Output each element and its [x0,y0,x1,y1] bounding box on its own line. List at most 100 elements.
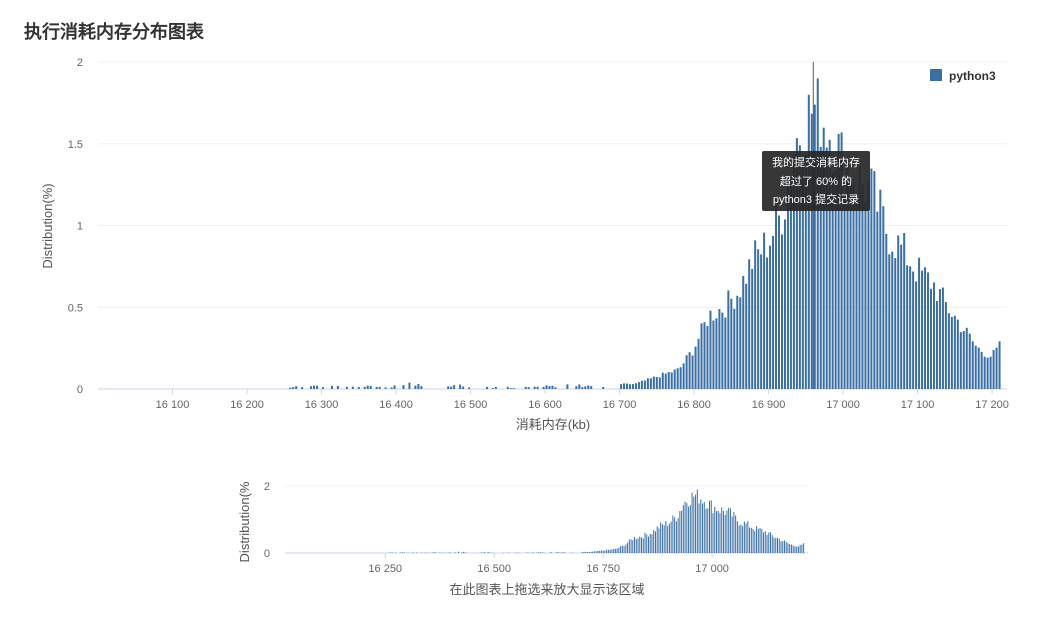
bar[interactable] [772,235,775,389]
navigator-bar[interactable] [457,551,459,553]
bar[interactable] [512,388,515,389]
bar[interactable] [840,132,843,389]
bar[interactable] [873,171,876,389]
navigator-bar[interactable] [679,510,681,553]
navigator-bar[interactable] [763,532,765,553]
bar[interactable] [956,319,959,389]
bar[interactable] [602,386,605,389]
navigator-bar[interactable] [613,549,615,553]
navigator-bar[interactable] [789,544,791,553]
navigator-bar[interactable] [641,537,643,553]
navigator-bar[interactable] [433,552,435,553]
bar[interactable] [971,341,974,389]
navigator-bar[interactable] [771,535,773,553]
navigator-bar[interactable] [717,510,719,553]
navigator-bar[interactable] [764,531,766,553]
bar[interactable] [888,254,891,389]
bar[interactable] [870,168,873,389]
navigator-bar[interactable] [489,552,491,553]
bar[interactable] [861,184,864,389]
bar[interactable] [763,232,766,389]
bar[interactable] [989,356,992,389]
bar[interactable] [921,270,924,389]
navigator-bar[interactable] [625,544,627,553]
bar[interactable] [587,385,590,389]
navigator-bar[interactable] [702,503,704,553]
navigator-bar[interactable] [660,522,662,553]
navigator-bar[interactable] [756,526,758,553]
navigator-bar[interactable] [585,551,587,553]
navigator-bar[interactable] [749,527,751,553]
navigator-bar[interactable] [416,552,418,553]
navigator-bar[interactable] [733,512,735,553]
legend[interactable]: python3 [930,69,996,83]
bar[interactable] [810,113,813,390]
bar[interactable] [554,387,557,389]
bar[interactable] [548,386,551,389]
bar[interactable] [792,155,795,389]
bar[interactable] [670,372,673,389]
bar[interactable] [846,163,849,389]
navigator-bar[interactable] [435,552,437,553]
navigator-bar[interactable] [402,552,404,553]
bar[interactable] [631,384,634,389]
bar[interactable] [733,308,736,389]
bar[interactable] [336,385,339,389]
bar[interactable] [855,194,858,389]
bar[interactable] [491,388,494,389]
bar[interactable] [783,219,786,389]
navigator-bar[interactable] [539,552,541,553]
bar[interactable] [643,380,646,389]
bar[interactable] [953,315,956,389]
navigator-bar[interactable] [651,534,653,553]
bar[interactable] [667,372,670,389]
bar[interactable] [420,386,423,389]
navigator-bar[interactable] [623,546,625,553]
main-chart[interactable]: 0 0.5 1 1.5 2 16 100 16 200 16 300 16 400 16 500 1… [0,0,1056,470]
navigator-bar[interactable] [646,534,648,553]
bar[interactable] [968,333,971,389]
bar[interactable] [739,297,742,389]
bar[interactable] [992,350,995,389]
navigator-bar[interactable] [785,541,787,553]
bar[interactable] [685,355,688,389]
navigator-bar[interactable] [724,514,726,553]
navigator-bar[interactable] [667,526,669,553]
navigator-bar[interactable] [796,546,798,553]
navigator-bar[interactable] [665,520,667,553]
navigator-bar[interactable] [794,546,796,553]
bar[interactable] [706,325,709,389]
bar[interactable] [795,138,798,389]
navigator-bar[interactable] [787,543,789,553]
navigator-bar[interactable] [728,507,730,553]
navigator-bar[interactable] [682,505,684,553]
bar[interactable] [912,271,915,389]
bar[interactable] [322,387,325,389]
bar[interactable] [494,387,497,389]
navigator-bar[interactable] [461,552,463,553]
bar[interactable] [453,385,456,389]
navigator-bar[interactable] [696,489,698,553]
bar[interactable] [366,385,369,389]
bar[interactable] [703,322,706,389]
navigator-bar[interactable] [776,538,778,553]
navigator-bar[interactable] [684,501,686,553]
navigator-bar[interactable] [620,546,622,553]
navigator-bar[interactable] [403,552,405,553]
bar[interactable] [417,383,420,389]
navigator-bar[interactable] [604,550,606,553]
navigator-bar[interactable] [686,503,688,553]
navigator-bar[interactable] [773,537,775,553]
bar[interactable] [721,312,724,389]
navigator-bar[interactable] [743,521,745,553]
bar[interactable] [915,281,918,389]
bar[interactable] [903,233,906,389]
bar[interactable] [402,385,405,389]
navigator-bar[interactable] [740,524,742,553]
navigator-bar[interactable] [750,527,752,553]
navigator-bar[interactable] [712,513,714,553]
bar[interactable] [825,147,828,389]
navigator-bar[interactable] [693,496,695,553]
bar[interactable] [891,251,894,389]
navigator-bar[interactable] [783,540,785,553]
